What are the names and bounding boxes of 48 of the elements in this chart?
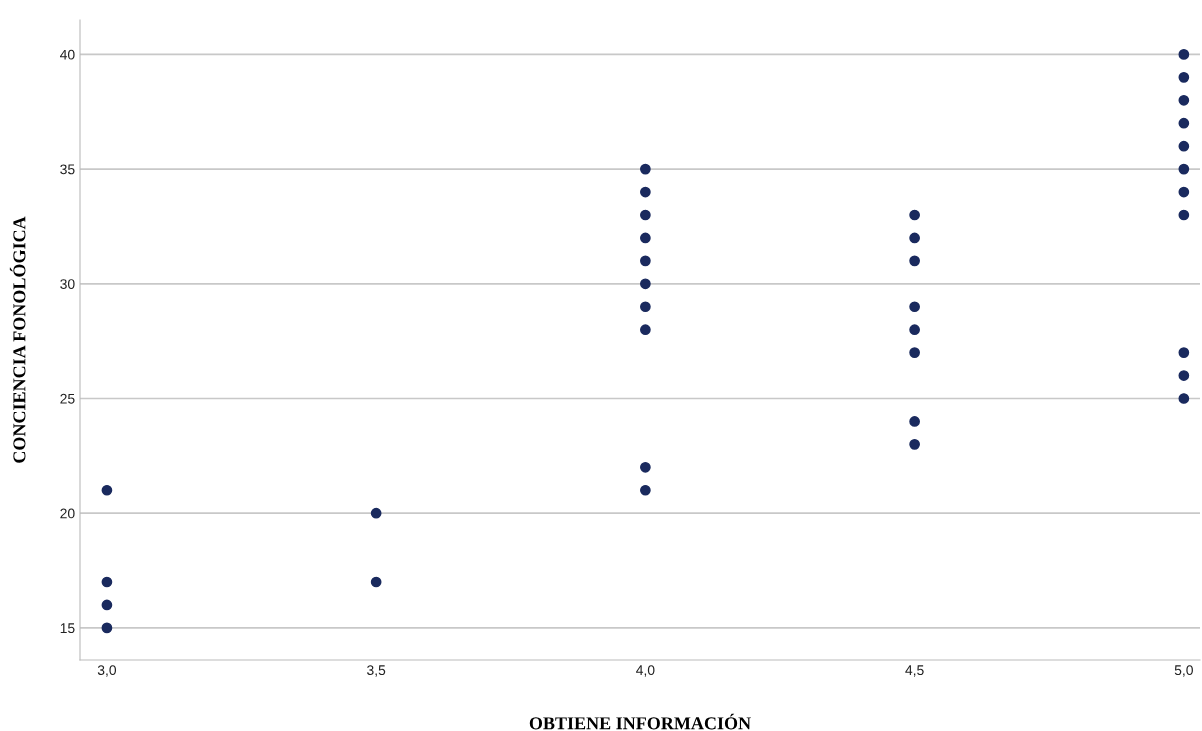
y-axis-title: CONCIENCIA FONOLÓGICA — [9, 216, 26, 463]
x-axis-title: OBTIENE INFORMACIÓN — [529, 713, 751, 730]
point — [1178, 140, 1190, 152]
point — [1178, 71, 1190, 83]
point — [370, 576, 382, 588]
point — [1178, 186, 1190, 198]
point — [909, 439, 920, 450]
point — [909, 324, 920, 336]
point — [101, 599, 113, 611]
point — [640, 163, 651, 175]
point — [640, 484, 651, 496]
x-tick-label: 5,0 — [1174, 665, 1193, 677]
point — [101, 622, 113, 634]
x-tick-label: 3,5 — [367, 665, 386, 677]
point — [370, 507, 382, 519]
point — [1178, 209, 1190, 221]
point — [1178, 393, 1190, 404]
y-tick-label: 40 — [60, 49, 75, 60]
point — [1178, 94, 1190, 106]
point — [640, 301, 651, 313]
point — [909, 416, 920, 427]
x-tick-label: 3,0 — [97, 665, 117, 677]
point — [640, 461, 651, 473]
point — [640, 209, 651, 221]
y-tick-label: 15 — [60, 623, 75, 634]
point — [1178, 117, 1190, 129]
point — [909, 232, 920, 244]
x-tick-label: 4,5 — [905, 665, 924, 677]
point — [640, 255, 651, 267]
point — [1178, 49, 1190, 60]
point — [101, 484, 113, 496]
point — [909, 347, 920, 358]
point — [640, 186, 651, 198]
y-tick-label: 20 — [60, 508, 75, 519]
point — [640, 278, 651, 290]
point — [1178, 370, 1190, 381]
y-tick-label: 25 — [60, 393, 75, 404]
y-tick-label: 35 — [60, 164, 75, 175]
y-tick-label: 30 — [60, 279, 75, 289]
point — [640, 232, 651, 244]
point — [909, 255, 920, 267]
point — [101, 576, 113, 588]
point — [1178, 347, 1190, 358]
point — [1178, 163, 1190, 175]
point — [909, 209, 920, 221]
point — [909, 301, 920, 313]
x-tick-label: 4,0 — [636, 665, 655, 677]
point — [640, 324, 651, 336]
